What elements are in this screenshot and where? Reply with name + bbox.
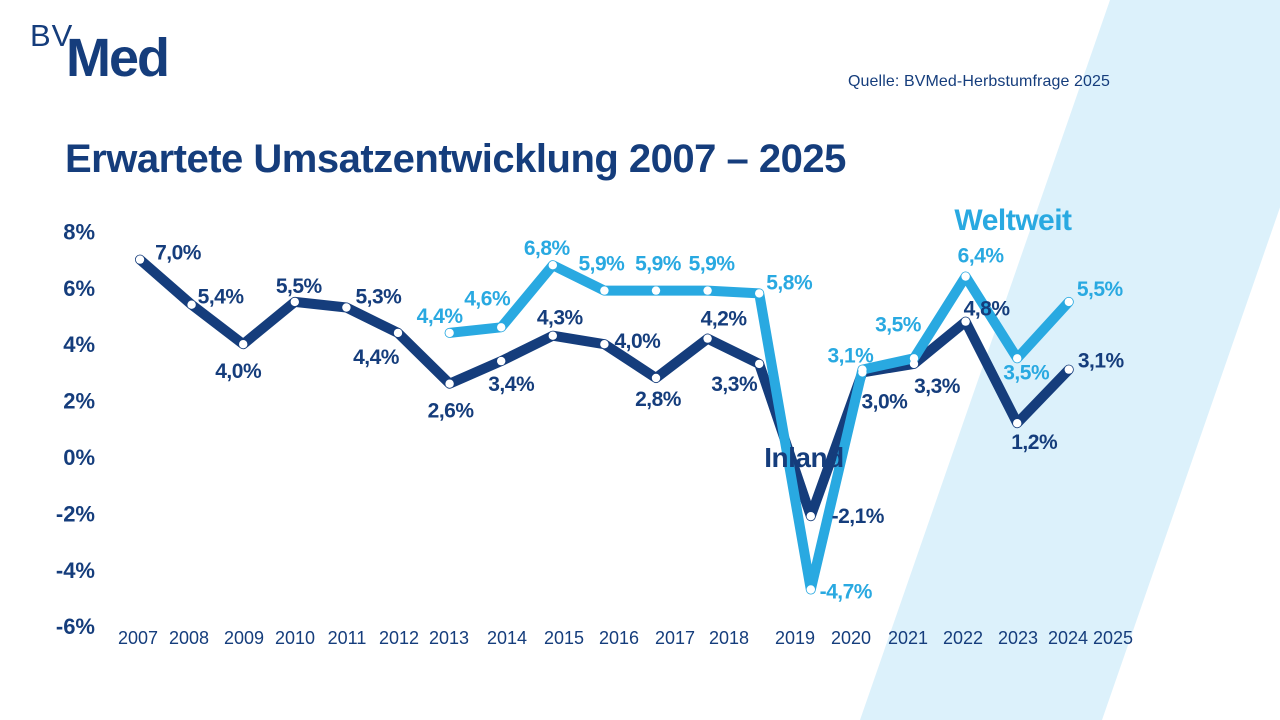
data-label-weltweit-2018: 5,9%: [689, 253, 736, 276]
data-point-inland-2010: [290, 297, 299, 307]
data-label-inland-2008: 5,4%: [198, 286, 245, 309]
data-point-weltweit-2022: [909, 354, 919, 363]
data-point-inland-2023: [961, 317, 970, 326]
y-axis-tick: 0%: [63, 445, 95, 470]
data-point-inland-2013: [445, 379, 454, 388]
data-point-weltweit-2023: [961, 272, 970, 281]
x-axis-year: 2014: [487, 628, 527, 648]
series-label-weltweit: Weltweit: [954, 204, 1072, 237]
data-point-inland-2008: [187, 300, 196, 309]
data-point-inland-2014: [497, 356, 506, 366]
data-label-weltweit-2020: -4,7%: [820, 581, 873, 604]
data-point-weltweit-2024: [1013, 354, 1022, 363]
source-note: Quelle: BVMed-Herbstumfrage 2025: [848, 73, 1110, 90]
data-point-inland-2025: [1064, 365, 1074, 374]
data-label-inland-2021: 3,0%: [861, 390, 908, 413]
x-axis-year: 2022: [943, 628, 983, 648]
y-axis-tick: -4%: [56, 558, 95, 583]
x-axis-year: 2011: [328, 628, 367, 648]
x-axis-year: 2023: [998, 628, 1038, 648]
data-point-inland-2012: [393, 328, 403, 338]
x-axis-year: 2018: [709, 628, 749, 648]
x-axis-year: 2025: [1093, 628, 1133, 648]
data-label-inland-2016: 4,0%: [614, 330, 661, 353]
diagonal-band: [860, 0, 1280, 720]
x-axis-year: 2010: [275, 628, 315, 648]
data-point-weltweit-2014: [497, 323, 506, 332]
data-label-inland-2025: 3,1%: [1078, 350, 1125, 373]
y-axis-tick: 8%: [63, 219, 95, 244]
data-point-weltweit-2016: [600, 286, 609, 295]
data-point-inland-2020: [806, 512, 815, 521]
x-axis-year: 2016: [599, 628, 639, 648]
data-label-inland-2019: 3,3%: [711, 373, 758, 396]
y-axis-tick: -6%: [56, 614, 95, 639]
x-axis-year: 2015: [544, 628, 584, 648]
x-axis-year: 2020: [831, 628, 871, 648]
data-label-inland-2012: 4,4%: [353, 346, 400, 369]
data-point-inland-2009: [239, 340, 248, 349]
data-point-inland-2015: [548, 331, 557, 340]
y-axis-tick: 2%: [63, 389, 95, 414]
data-label-inland-2007: 7,0%: [155, 242, 202, 265]
bvmed-logo: BV Med: [30, 16, 210, 96]
data-point-inland-2017: [651, 373, 661, 383]
data-label-inland-2018: 4,2%: [701, 308, 748, 331]
data-point-inland-2011: [342, 303, 351, 312]
y-axis-tick: 4%: [63, 332, 95, 357]
data-label-weltweit-2013: 4,4%: [417, 305, 464, 328]
data-label-weltweit-2021: 3,1%: [827, 345, 874, 368]
data-label-inland-2014: 3,4%: [488, 373, 535, 396]
data-point-inland-2016: [600, 340, 609, 349]
x-axis-year: 2019: [775, 628, 815, 648]
data-label-weltweit-2022: 3,5%: [875, 313, 922, 336]
data-point-weltweit-2021: [858, 365, 867, 374]
data-point-weltweit-2017: [651, 286, 661, 295]
data-point-weltweit-2013: [445, 328, 454, 338]
series-label-inland: Inland: [764, 442, 843, 473]
data-label-inland-2011: 5,3%: [355, 286, 402, 309]
data-point-inland-2024: [1013, 419, 1022, 428]
x-axis-year: 2008: [169, 628, 209, 648]
data-label-weltweit-2017: 5,9%: [635, 253, 682, 276]
data-label-weltweit-2024: 3,5%: [1003, 361, 1050, 384]
data-point-weltweit-2025: [1064, 297, 1074, 307]
page-title: Erwartete Umsatzentwicklung 2007 – 2025: [65, 137, 846, 181]
data-label-weltweit-2025: 5,5%: [1077, 278, 1124, 301]
data-point-weltweit-2019: [755, 289, 764, 298]
data-point-weltweit-2015: [548, 261, 557, 270]
data-label-weltweit-2015: 6,8%: [524, 237, 571, 260]
data-label-inland-2017: 2,8%: [635, 388, 682, 411]
data-point-inland-2019: [755, 359, 764, 369]
data-label-weltweit-2023: 6,4%: [958, 245, 1005, 268]
y-axis-tick: -2%: [56, 501, 95, 526]
data-label-inland-2013: 2,6%: [428, 400, 475, 423]
x-axis-year: 2009: [224, 628, 264, 648]
data-point-inland-2007: [135, 255, 145, 264]
data-label-inland-2015: 4,3%: [537, 307, 584, 330]
x-axis-year: 2007: [118, 628, 158, 648]
data-label-inland-2010: 5,5%: [276, 275, 323, 298]
x-axis-year: 2013: [429, 628, 469, 648]
logo-bv-text: BV: [30, 18, 74, 53]
x-axis-year: 2017: [655, 628, 695, 648]
y-axis-tick: 6%: [63, 276, 95, 301]
data-label-inland-2022: 3,3%: [914, 375, 961, 398]
data-label-weltweit-2016: 5,9%: [578, 253, 625, 276]
data-label-inland-2009: 4,0%: [215, 360, 262, 383]
data-label-weltweit-2014: 4,6%: [464, 287, 511, 310]
x-axis-year: 2021: [888, 628, 928, 648]
data-label-inland-2023: 4,8%: [964, 298, 1011, 321]
data-label-weltweit-2019: 5,8%: [766, 271, 813, 294]
data-label-inland-2024: 1,2%: [1011, 431, 1058, 454]
data-point-inland-2018: [703, 334, 712, 343]
data-point-weltweit-2018: [703, 286, 712, 295]
logo-med-text: Med: [66, 28, 170, 88]
data-point-weltweit-2020: [806, 585, 815, 594]
x-axis-year: 2012: [379, 628, 419, 648]
x-axis-year: 2024: [1048, 628, 1088, 648]
data-label-inland-2020: -2,1%: [832, 505, 885, 528]
